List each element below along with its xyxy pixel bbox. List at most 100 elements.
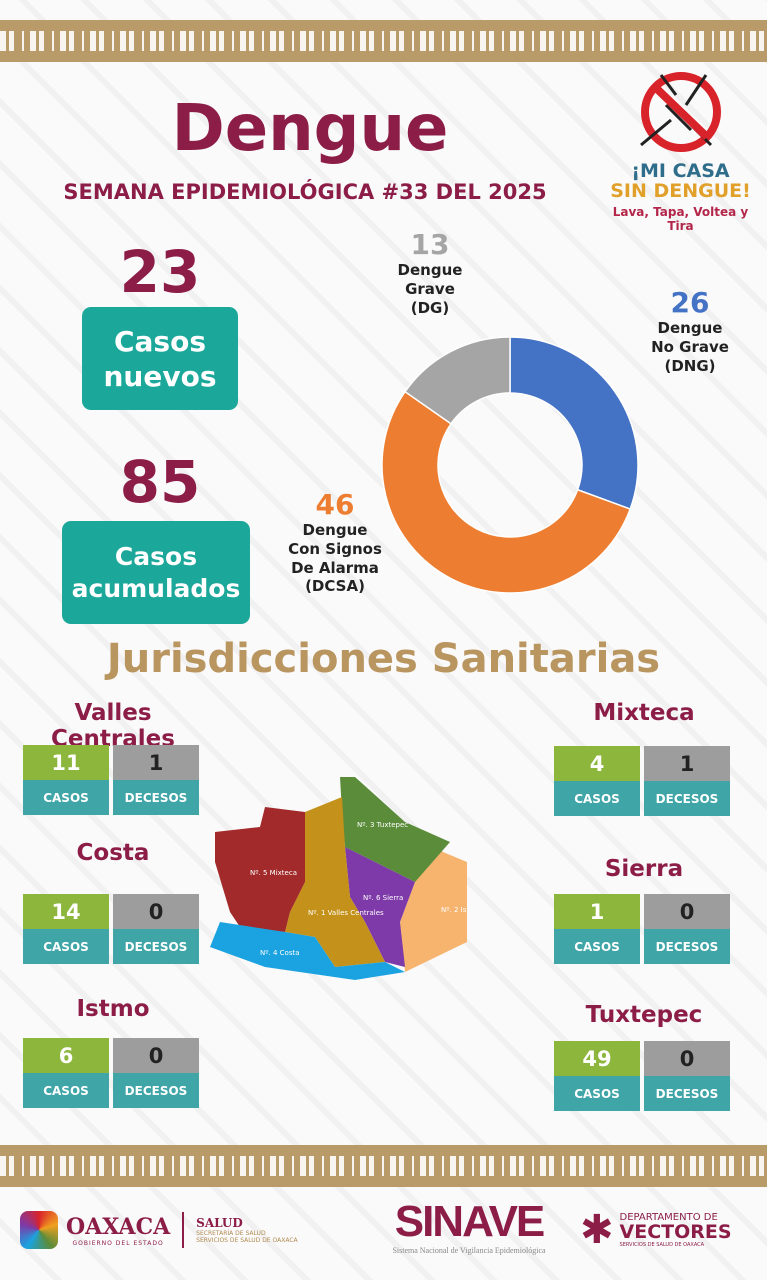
oaxaca-text: OAXACA <box>66 1213 171 1240</box>
map-label-tuxtepec: Nº. 3 Tuxtepec <box>357 821 408 829</box>
region-stats: 6 0 CASOS DECESOS <box>23 1038 199 1108</box>
dcsa-label-2: Con Signos <box>288 539 382 558</box>
dng-label-1: Dengue <box>657 319 723 337</box>
donut-slice-0 <box>509 336 639 510</box>
region-title: Istmo <box>76 996 150 1022</box>
slice-label-dng: 26 Dengue No Grave (DNG) <box>630 286 750 375</box>
campaign-logo: ¡MI CASA SIN DENGUE! Lava, Tapa, Voltea … <box>598 70 763 233</box>
campaign-line2: SIN DENGUE! <box>610 179 751 202</box>
region-title: Costa <box>76 840 150 866</box>
dng-value: 26 <box>670 286 710 319</box>
region-stats: 49 0 CASOS DECESOS <box>554 1041 730 1111</box>
salud-sub-1: SECRETARÍA DE SALUD <box>196 1230 266 1237</box>
cases-label: CASOS <box>554 929 640 964</box>
sinave-sub: Sistema Nacional de Vigilancia Epidemiol… <box>392 1246 546 1256</box>
cumulative-cases-badge: Casos acumulados <box>62 521 250 624</box>
map-region-mixteca <box>215 807 305 932</box>
cumulative-label-1: Casos <box>114 542 198 572</box>
top-border-band <box>0 20 767 62</box>
vectores-line2: VECTORES <box>619 1221 732 1243</box>
bottom-border-band <box>0 1145 767 1187</box>
dg-value: 13 <box>410 228 450 261</box>
deaths-value: 0 <box>113 894 199 929</box>
dcsa-label-4: (DCSA) <box>305 577 365 596</box>
campaign-tagline: Lava, Tapa, Voltea y Tira <box>612 204 749 233</box>
map-region-sierra <box>345 847 415 967</box>
mosquito-icon: ✱ <box>580 1207 614 1253</box>
dng-label-2: No Grave <box>651 337 729 356</box>
region-stats: 14 0 CASOS DECESOS <box>23 894 199 964</box>
sinave-text: SINAVE <box>394 1197 546 1246</box>
map-label-mixteca: Nº. 5 Mixteca <box>250 869 297 877</box>
cases-value: 4 <box>554 746 640 781</box>
salud-text: SALUD <box>196 1216 243 1230</box>
donut-slice-2 <box>404 336 511 425</box>
region-stats: 4 1 CASOS DECESOS <box>554 746 730 816</box>
cases-value: 11 <box>23 745 109 780</box>
deaths-label: DECESOS <box>644 781 730 816</box>
vectores-logo: ✱ DEPARTAMENTO DE VECTORES SERVICIOS DE … <box>580 1195 732 1265</box>
no-mosquito-icon <box>639 72 721 152</box>
jurisdictions-title: Jurisdicciones Sanitarias <box>106 636 661 682</box>
deaths-label: DECESOS <box>644 1076 730 1111</box>
region-stats: 1 0 CASOS DECESOS <box>554 894 730 964</box>
dcsa-value: 46 <box>315 488 355 521</box>
cumulative-cases-count: 85 <box>119 448 201 516</box>
vectores-line1: DEPARTAMENTO DE <box>619 1212 718 1223</box>
map-region-valles <box>285 797 385 967</box>
deaths-value: 0 <box>644 1041 730 1076</box>
vectores-line3: SERVICIOS DE SALUD DE OAXACA <box>619 1242 705 1248</box>
sinave-logo: SINAVE Sistema Nacional de Vigilancia Ep… <box>378 1197 560 1256</box>
dg-label-1: Dengue <box>397 261 463 279</box>
deaths-label: DECESOS <box>113 1073 199 1108</box>
cases-label: CASOS <box>554 781 640 816</box>
map-region-costa <box>210 922 405 980</box>
donut-slice-1 <box>381 390 632 594</box>
new-cases-badge: Casos nuevos <box>82 307 238 410</box>
cases-value: 1 <box>554 894 640 929</box>
cases-value: 49 <box>554 1041 640 1076</box>
cases-label: CASOS <box>23 929 109 964</box>
slice-label-dcsa: 46 Dengue Con Signos De Alarma (DCSA) <box>275 488 395 596</box>
page-title: Dengue <box>171 92 449 166</box>
deaths-label: DECESOS <box>644 929 730 964</box>
map-label-istmo: Nº. 2 Istmo <box>441 906 467 914</box>
region-stats: 11 1 CASOS DECESOS <box>23 745 199 815</box>
map-label-valles: Nº. 1 Valles Centrales <box>308 909 384 917</box>
cases-label: CASOS <box>23 1073 109 1108</box>
dg-label-3: (DG) <box>410 298 450 317</box>
map-label-sierra: Nº. 6 Sierra <box>363 894 403 902</box>
campaign-line1: ¡MI CASA <box>631 160 730 182</box>
deaths-value: 0 <box>644 894 730 929</box>
new-cases-count: 23 <box>119 238 201 306</box>
deaths-value: 1 <box>113 745 199 780</box>
map-label-costa: Nº. 4 Costa <box>260 949 300 957</box>
oaxaca-emblem-icon <box>20 1211 58 1249</box>
dng-label-3: (DNG) <box>664 356 716 375</box>
oaxaca-map: Nº. 5 Mixteca Nº. 1 Valles Centrales Nº.… <box>210 777 467 980</box>
new-cases-label-2: nuevos <box>103 359 217 393</box>
page-subtitle: SEMANA EPIDEMIOLÓGICA #33 DEL 2025 <box>63 180 547 204</box>
oaxaca-logo: OAXACA GOBIERNO DEL ESTADO SALUD SECRETA… <box>20 1195 298 1265</box>
cases-value: 6 <box>23 1038 109 1073</box>
region-title: Tuxtepec <box>585 1002 703 1028</box>
salud-sub-2: SERVICIOS DE SALUD DE OAXACA <box>196 1237 298 1244</box>
deaths-value: 1 <box>644 746 730 781</box>
cumulative-label-2: acumulados <box>71 573 241 603</box>
gob-text: GOBIERNO DEL ESTADO <box>72 1239 164 1247</box>
region-title: Mixteca <box>593 700 695 726</box>
cases-value: 14 <box>23 894 109 929</box>
cases-label: CASOS <box>23 780 109 815</box>
new-cases-label-1: Casos <box>113 324 206 358</box>
dg-label-2: Grave <box>405 279 455 298</box>
deaths-label: DECESOS <box>113 780 199 815</box>
slice-label-dg: 13 Dengue Grave (DG) <box>370 228 490 317</box>
dcsa-label-3: De Alarma <box>291 558 379 577</box>
cases-label: CASOS <box>554 1076 640 1111</box>
region-title: Sierra <box>604 856 684 882</box>
deaths-label: DECESOS <box>113 929 199 964</box>
deaths-value: 0 <box>113 1038 199 1073</box>
map-region-tuxtepec <box>340 777 450 882</box>
donut-chart <box>381 336 639 594</box>
dcsa-label-1: Dengue <box>302 521 368 539</box>
